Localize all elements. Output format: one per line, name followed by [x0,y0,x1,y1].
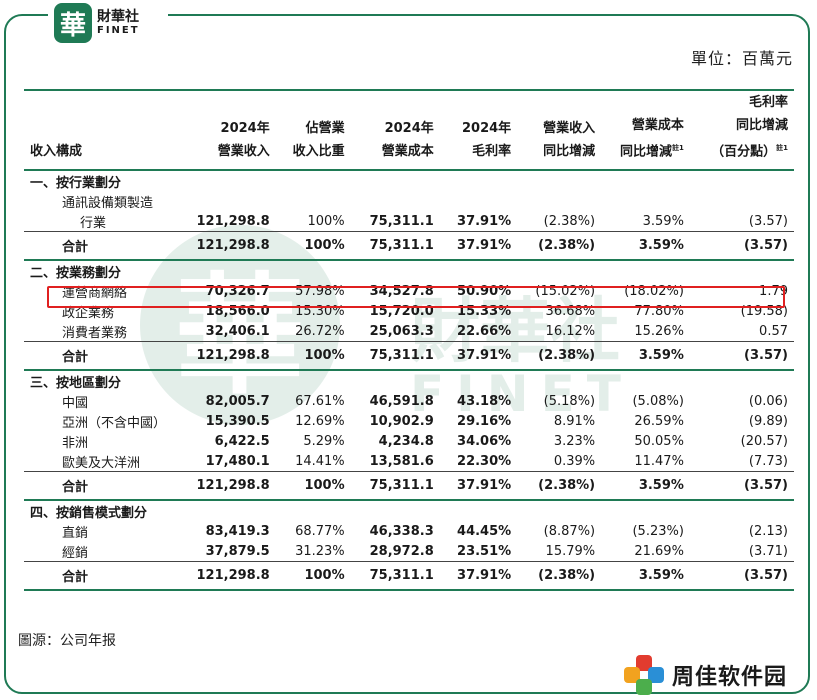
brand-name: 周佳软件园 [672,665,788,690]
header-revenue: 2024年 營業收入 [176,88,276,172]
total-row: 合計 121,298.8 100% 75,311.1 37.91% (2.38%… [24,471,794,502]
document-frame [4,14,810,694]
section-title-row: 二、按業務劃分 [30,265,122,281]
table-row: 非洲 6,422.5 5.29% 4,234.8 34.06% 3.23% 50… [62,433,788,451]
table-row: 中國 82,005.7 67.61% 46,591.8 43.18% (5.18… [62,393,788,411]
table-row: 行業 121,298.8 100% 75,311.1 37.91% (2.38%… [80,213,788,231]
table-header-row: 收入構成 2024年 營業收入 佔營業 收入比重 2024年 營業成本 2024年 毛利… [24,88,794,172]
brand-logo-icon [624,655,666,695]
unit-label: 單位：百萬元 [690,49,793,68]
table-row: 經銷 37,879.5 31.23% 28,972.8 23.51% 15.79… [62,543,788,561]
table-row: 直銷 83,419.3 68.77% 46,338.3 44.45% (8.87… [62,523,788,541]
section-title-row: 四、按銷售模式劃分 [30,505,148,521]
revenue-breakdown-table: 收入構成 2024年 營業收入 佔營業 收入比重 2024年 營業成本 2024年 毛利… [24,88,794,592]
header-revenue-share: 佔營業 收入比重 [275,88,351,172]
header-gross-margin: 2024年 毛利率 [439,88,518,172]
header-composition: 收入構成 [24,88,176,172]
table-row: 政企業務 18,566.0 15.30% 15,720.0 15.33% 36.… [62,303,788,321]
section-title-row: 三、按地區劃分 [30,375,122,391]
table-row: 歐美及大洋洲 17,480.1 14.41% 13,581.6 22.30% 0… [62,453,788,471]
header-revenue-yoy: 營業收入 同比增減 [517,88,602,172]
logo-mark: 華 [54,3,92,43]
image-source: 圖源：公司年报 [18,633,116,649]
logo-text: 財華社 FINET [97,10,140,36]
table-row-highlighted: 運營商網絡 70,326.7 57.98% 34,527.8 50.90% (1… [62,283,788,301]
finet-logo: 華 財華社 FINET [48,0,168,46]
total-row: 合計 121,298.8 100% 75,311.1 37.91% (2.38%… [24,341,794,372]
table-row: 通訊設備類製造 [62,195,154,211]
logo-en: FINET [97,25,140,36]
table-row: 亞洲（不含中國） 15,390.5 12.69% 10,902.9 29.16%… [62,413,788,431]
total-row: 合計 121,298.8 100% 75,311.1 37.91% (2.38%… [24,231,794,262]
header-cost: 2024年 營業成本 [350,88,440,172]
brand-watermark: 周佳软件园 [624,655,787,695]
table-row: 消費者業務 32,406.1 26.72% 25,063.3 22.66% 16… [62,323,788,341]
section-title-row: 一、按行業劃分 [30,175,122,191]
header-cost-yoy: 營業成本 同比增減註1 [601,88,690,172]
total-row: 合計 121,298.8 100% 75,311.1 37.91% (2.38%… [24,561,794,592]
logo-cn: 財華社 [97,9,139,25]
header-margin-yoy: 毛利率 同比增減 （百分點）註1 [689,88,794,172]
